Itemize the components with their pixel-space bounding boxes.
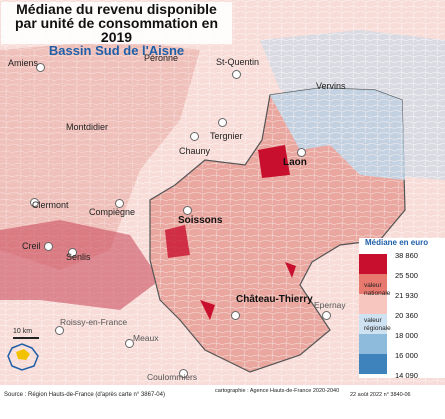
city-marker [30,198,39,207]
east-highlight [285,262,296,278]
legend: Médiane en euro 38 860 25 500 21 930 20 … [359,238,445,380]
title-line-1: Médiane du revenu disponible [16,1,217,17]
city-label-senlis: Senlis [66,252,91,262]
city-label-amiens: Amiens [8,58,39,68]
city-marker [179,369,188,378]
paris-north-region [0,220,160,310]
legend-swatch-5 [359,334,387,354]
city-marker [190,132,199,141]
soissons-highlight [165,225,190,258]
city-label-meaux: Meaux [133,333,159,343]
city-label-chateau-thierry: Château-Thierry [236,294,313,305]
legend-swatch-2 [359,274,387,294]
city-marker [125,339,134,348]
west-region [0,40,200,270]
title-line-2: par unité de consommation en 2019 [14,15,219,45]
bassin-north-part [270,88,405,180]
city-label-st-quentin: St-Quentin [216,57,260,67]
city-label-montdidier: Montdidier [66,122,109,132]
legend-break: 14 090 [395,371,418,380]
city-label-chauny: Chauny [179,146,211,156]
city-label-vervins: Vervins [316,81,346,91]
source-text: Source : Région Hauts-de-France (d'après… [4,392,165,398]
city-label-clermont: Clermont [32,200,69,210]
city-marker [183,206,192,215]
legend-break: 20 360 [395,311,418,320]
city-marker [297,148,306,157]
city-label-coulommiers: Coulommiers [147,372,198,382]
city-marker [232,70,241,79]
city-label-peronne: Péronne [144,53,179,63]
city-marker [44,242,53,251]
city-marker [55,326,64,335]
legend-break: 16 000 [395,351,418,360]
title-line-3: Bassin Sud de l'Aisne [48,43,185,58]
title-box: Médiane du revenu disponible par unité d… [1,1,232,58]
city-marker [36,63,45,72]
scale-label: 10 km [13,328,33,335]
city-marker [115,199,124,208]
legend-break: 21 930 [395,291,418,300]
legend-swatch-1 [359,254,387,274]
city-marker [322,311,331,320]
legend-break: 25 500 [395,271,418,280]
city-marker [68,248,77,257]
city-label-creil: Creil [22,241,41,251]
legend-swatch-4 [359,314,387,334]
region-logo [7,343,39,371]
legend-swatch-3 [359,294,387,314]
legend-note-regional: valeur régionale [364,317,391,332]
city-label-compiegne: Compiègne [89,207,136,217]
south-highlight [200,300,215,320]
legend-note-national: valeur nationale [364,282,391,297]
city-label-laon: Laon [283,157,307,168]
scale-bar [13,337,39,339]
footer [0,385,445,419]
credit-text: cartographie : Agence Hauts-de-France 20… [215,388,340,394]
city-label-tergnier: Tergnier [210,131,243,141]
date-text: 22 août 2022 n° 3840-06 [350,392,411,398]
city-label-soissons: Soissons [178,215,223,226]
city-label-roissy: Roissy-en-France [60,317,128,327]
city-marker [218,118,227,127]
city-marker [231,311,240,320]
legend-break: 38 860 [395,251,418,260]
legend-break: 18 000 [395,331,418,340]
legend-title: Médiane en euro [365,238,429,247]
laon-highlight [258,145,290,178]
city-label-epernay: Epernay [314,300,346,310]
legend-swatch-6 [359,354,387,374]
